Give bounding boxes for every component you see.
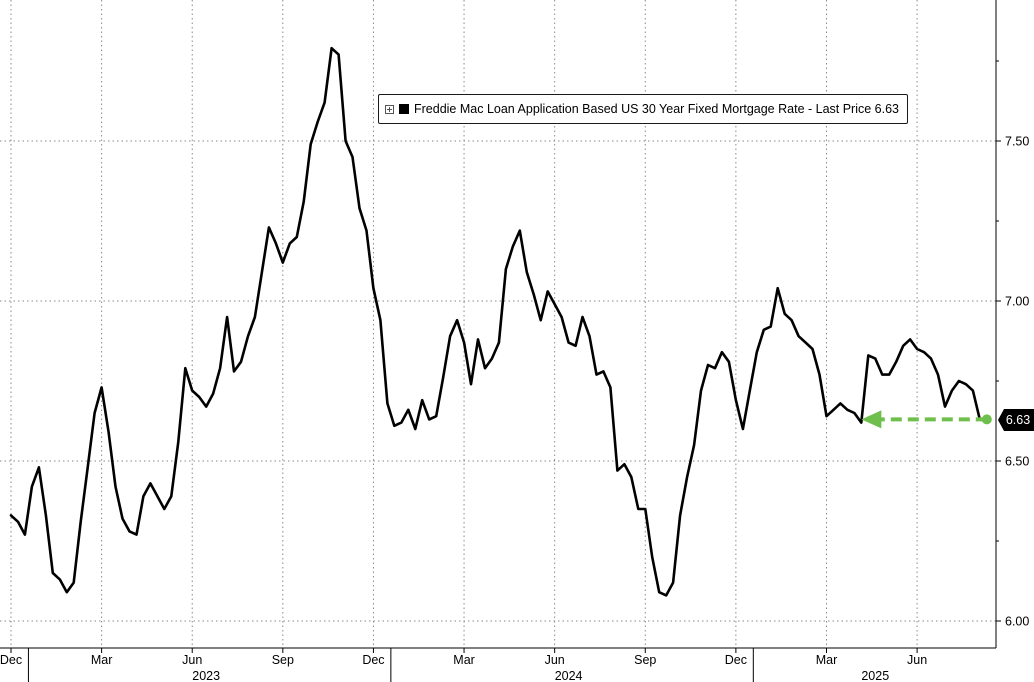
y-tick-label: 6.00 bbox=[1005, 615, 1029, 629]
legend: Freddie Mac Loan Application Based US 30… bbox=[378, 94, 909, 124]
y-tick-label: 7.00 bbox=[1005, 295, 1029, 309]
legend-swatch bbox=[399, 104, 409, 114]
annotation-group bbox=[861, 410, 992, 429]
legend-series-name: Freddie Mac Loan Application Based US 30… bbox=[414, 102, 900, 116]
y-axis-ticks: 6.00 6.50 7.00 7.50 bbox=[996, 60, 1029, 629]
x-tick-label: Dec bbox=[362, 653, 384, 667]
x-tick-label: Sep bbox=[272, 653, 294, 667]
x-year-label: 2025 bbox=[861, 669, 889, 682]
y-tick-label: 6.50 bbox=[1005, 455, 1029, 469]
x-year-label: 2024 bbox=[555, 669, 583, 682]
axes bbox=[0, 0, 997, 649]
series-group bbox=[9, 46, 982, 597]
last-price-badge: 6.63 bbox=[998, 409, 1034, 431]
x-tick-label: Mar bbox=[453, 653, 475, 667]
last-price-value: 6.63 bbox=[1005, 413, 1031, 427]
x-tick-label: Jun bbox=[907, 653, 927, 667]
x-year-label: 2023 bbox=[192, 669, 220, 682]
annotation-arrow-head bbox=[861, 410, 882, 429]
x-tick-label: Sep bbox=[634, 653, 656, 667]
series-line bbox=[9, 46, 982, 597]
x-tick-label: Jun bbox=[182, 653, 202, 667]
x-tick-label: Dec bbox=[725, 653, 747, 667]
x-tick-label: Dec bbox=[0, 653, 22, 667]
x-tick-label: Jun bbox=[545, 653, 565, 667]
legend-toggle-icon[interactable] bbox=[385, 104, 394, 114]
x-tick-label: Mar bbox=[91, 653, 113, 667]
x-tick-label: Mar bbox=[816, 653, 838, 667]
y-tick-label: 7.50 bbox=[1005, 135, 1029, 149]
annotation-arrow-tail bbox=[981, 414, 992, 425]
x-axis-ticks: Dec Mar Jun Sep Dec Mar Jun Sep Dec Mar Jun 2023 202… bbox=[0, 648, 927, 682]
